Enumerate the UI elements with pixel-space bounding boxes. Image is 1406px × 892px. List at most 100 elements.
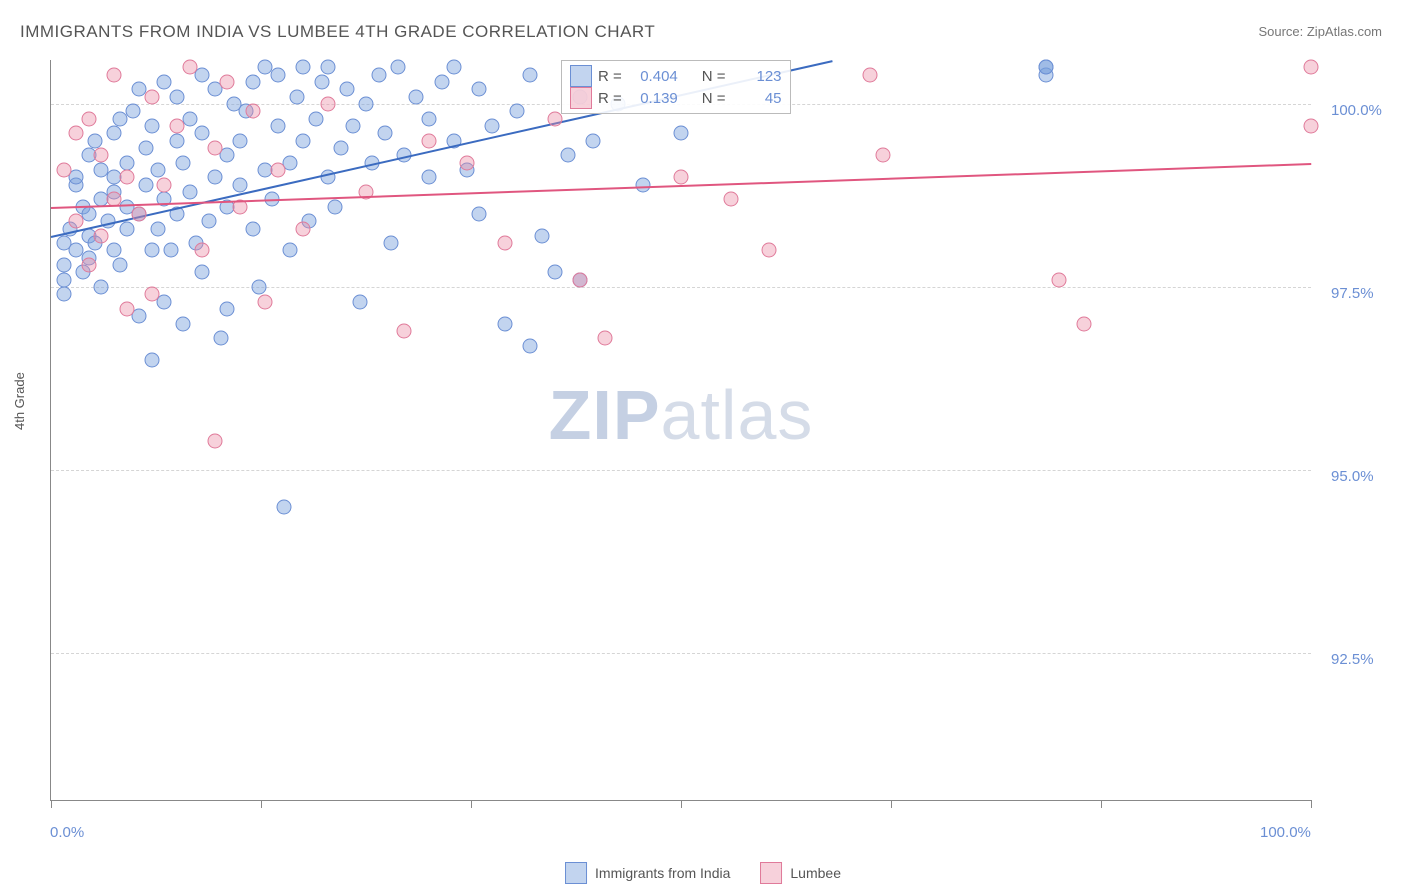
watermark: ZIPatlas [549, 375, 814, 455]
data-point [1304, 118, 1319, 133]
data-point [258, 294, 273, 309]
data-point [195, 243, 210, 258]
data-point [56, 258, 71, 273]
n-value: 45 [732, 90, 782, 107]
data-point [138, 140, 153, 155]
data-point [396, 324, 411, 339]
plot-area: ZIPatlas 92.5%95.0%97.5%100.0%R =0.404N … [50, 60, 1311, 801]
legend-item-2: Lumbee [760, 862, 841, 884]
r-value: 0.404 [628, 68, 678, 85]
data-point [220, 74, 235, 89]
data-point [283, 243, 298, 258]
x-tick-label: 100.0% [1260, 824, 1311, 841]
correlation-row: R =0.139N =45 [570, 87, 782, 109]
legend-label-1: Immigrants from India [595, 865, 730, 881]
gridline [51, 287, 1311, 288]
data-point [182, 184, 197, 199]
data-point [207, 170, 222, 185]
data-point [472, 206, 487, 221]
data-point [377, 126, 392, 141]
data-point [497, 236, 512, 251]
data-point [151, 162, 166, 177]
data-point [201, 214, 216, 229]
data-point [245, 221, 260, 236]
data-point [119, 221, 134, 236]
data-point [548, 265, 563, 280]
corr-swatch [570, 87, 592, 109]
chart-title: IMMIGRANTS FROM INDIA VS LUMBEE 4TH GRAD… [20, 22, 655, 42]
data-point [81, 111, 96, 126]
data-point [598, 331, 613, 346]
data-point [144, 89, 159, 104]
x-tick [471, 800, 472, 808]
data-point [125, 104, 140, 119]
data-point [69, 126, 84, 141]
n-value: 123 [732, 68, 782, 85]
data-point [296, 60, 311, 75]
data-point [163, 243, 178, 258]
data-point [359, 96, 374, 111]
data-point [132, 206, 147, 221]
data-point [119, 170, 134, 185]
x-tick [1311, 800, 1312, 808]
data-point [157, 177, 172, 192]
x-tick [1101, 800, 1102, 808]
data-point [863, 67, 878, 82]
data-point [144, 243, 159, 258]
data-point [233, 177, 248, 192]
data-point [138, 177, 153, 192]
gridline [51, 470, 1311, 471]
data-point [157, 294, 172, 309]
data-point [434, 74, 449, 89]
r-label: R = [598, 90, 622, 107]
data-point [107, 67, 122, 82]
x-tick [261, 800, 262, 808]
data-point [340, 82, 355, 97]
data-point [113, 258, 128, 273]
data-point [762, 243, 777, 258]
legend: Immigrants from India Lumbee [565, 862, 841, 884]
legend-item-1: Immigrants from India [565, 862, 730, 884]
data-point [314, 74, 329, 89]
data-point [327, 199, 342, 214]
correlation-box: R = 0.404 N = 123 R =0.139N =45 [561, 60, 791, 114]
data-point [151, 221, 166, 236]
data-point [270, 67, 285, 82]
corr-swatch [570, 65, 592, 87]
data-point [485, 118, 500, 133]
data-point [220, 148, 235, 163]
correlation-row: R =0.404N =123 [570, 65, 782, 87]
data-point [195, 126, 210, 141]
data-point [585, 133, 600, 148]
data-point [497, 316, 512, 331]
y-tick-label: 95.0% [1331, 468, 1374, 485]
data-point [674, 170, 689, 185]
data-point [144, 118, 159, 133]
data-point [119, 302, 134, 317]
data-point [94, 148, 109, 163]
legend-label-2: Lumbee [790, 865, 841, 881]
data-point [289, 89, 304, 104]
data-point [170, 89, 185, 104]
data-point [1304, 60, 1319, 75]
data-point [522, 67, 537, 82]
data-point [182, 60, 197, 75]
data-point [195, 265, 210, 280]
x-tick-label: 0.0% [50, 824, 84, 841]
data-point [560, 148, 575, 163]
n-label: N = [702, 68, 726, 85]
data-point [170, 133, 185, 148]
data-point [510, 104, 525, 119]
data-point [447, 60, 462, 75]
data-point [522, 338, 537, 353]
legend-swatch-2 [760, 862, 782, 884]
data-point [422, 170, 437, 185]
data-point [270, 118, 285, 133]
data-point [94, 228, 109, 243]
data-point [422, 111, 437, 126]
gridline [51, 653, 1311, 654]
data-point [535, 228, 550, 243]
data-point [157, 74, 172, 89]
data-point [321, 60, 336, 75]
data-point [251, 280, 266, 295]
